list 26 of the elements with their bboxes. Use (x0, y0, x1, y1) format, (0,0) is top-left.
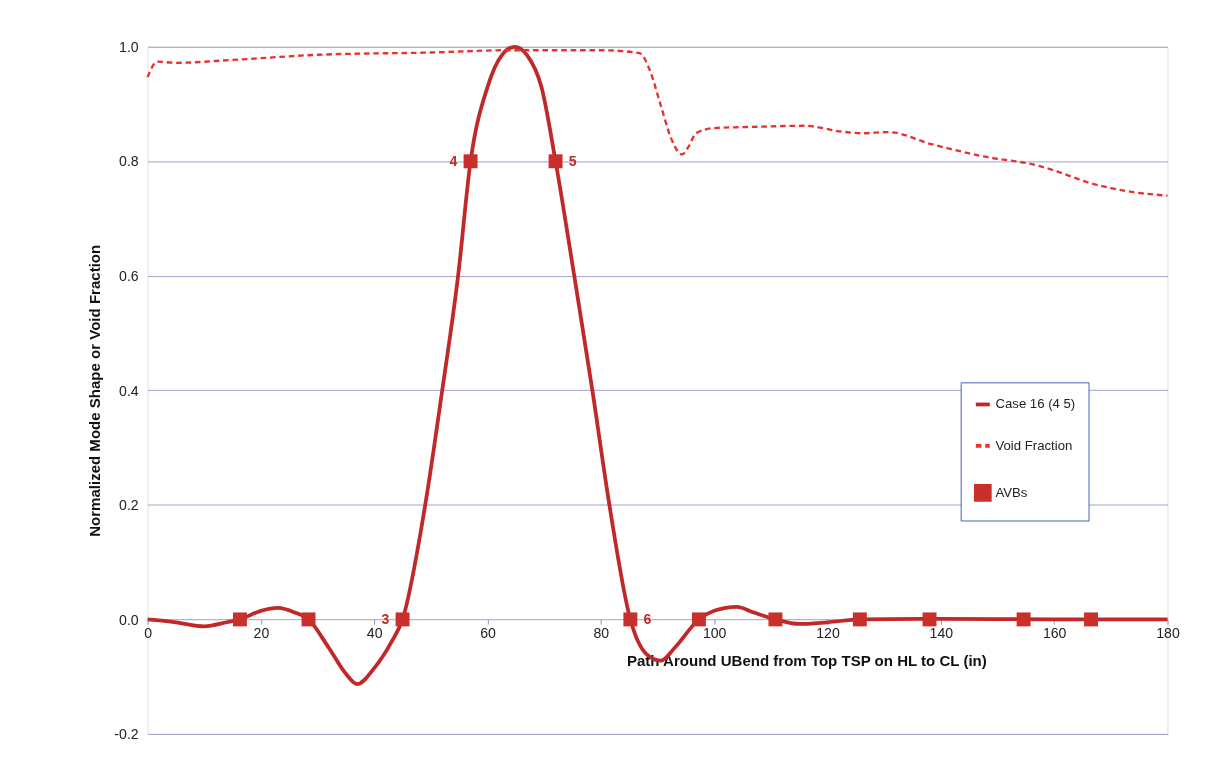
y-tick-label: 1.0 (119, 38, 139, 55)
x-tick-label: 40 (366, 624, 383, 641)
x-tick-label: 140 (929, 624, 954, 641)
x-tick-label: 20 (253, 624, 270, 641)
line-series (146, 49, 1169, 197)
legend-label: Case 16 (4 5) (995, 396, 1076, 412)
y-tick-label: 0.0 (119, 611, 139, 628)
x-tick-label: 60 (480, 624, 497, 641)
y-axis-title: Normalized Mode Shape or Void Fraction (86, 244, 104, 537)
x-tick-label: 100 (702, 624, 727, 641)
x-tick-label: 160 (1042, 624, 1067, 641)
y-tick-label: 0.6 (119, 267, 139, 284)
x-tick-label: 0 (144, 624, 153, 641)
legend-label: AVBs (995, 484, 1028, 500)
legend-label: Void Fraction (995, 437, 1073, 453)
x-tick-label: 180 (1156, 624, 1180, 641)
y-tick-label: 0.4 (119, 382, 139, 399)
annotation: 6 (643, 611, 652, 628)
y-tick-label: 0.8 (119, 153, 139, 170)
x-tick-label: 80 (593, 624, 610, 641)
y-tick-label: 0.2 (119, 497, 139, 514)
annotation: 3 (381, 611, 390, 628)
annotation: 4 (449, 153, 458, 169)
x-tick-label: 120 (816, 624, 840, 641)
y-tick-label: -0.2 (114, 726, 139, 743)
annotation: 5 (568, 153, 577, 169)
